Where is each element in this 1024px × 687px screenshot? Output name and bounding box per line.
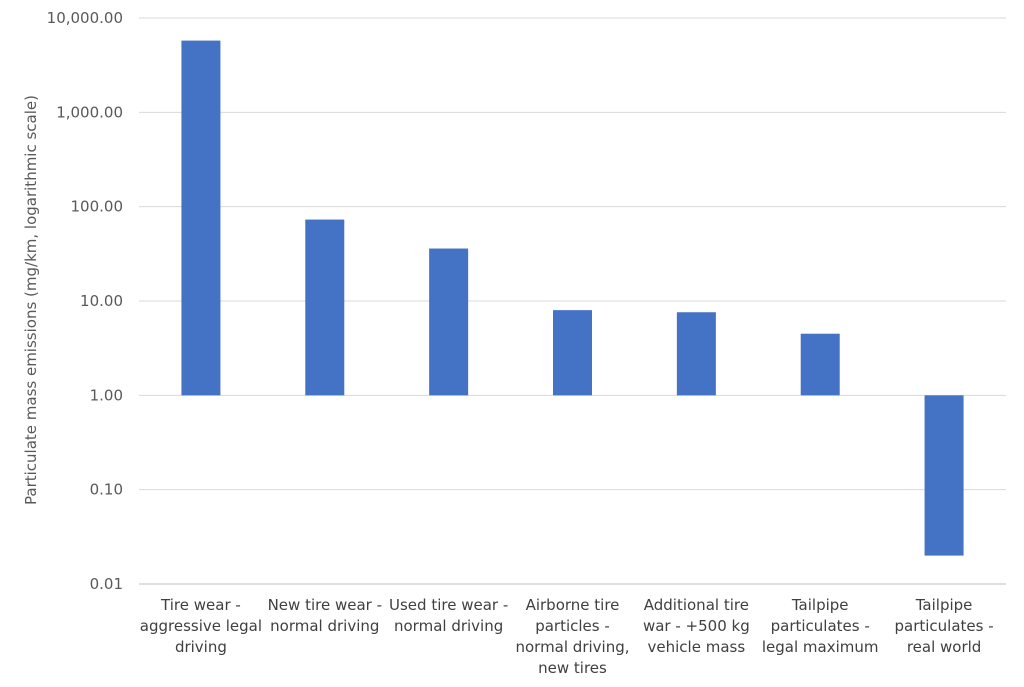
x-category-label-line: particulates - [771, 617, 870, 635]
x-category-label-line: Tailpipe [915, 596, 973, 614]
x-category-label-line: particles - [535, 617, 610, 635]
x-category-label-line: normal driving, [515, 638, 629, 656]
x-category-label-line: Used tire wear - [389, 596, 508, 614]
bar [429, 248, 469, 396]
bar [181, 40, 221, 396]
bar [676, 312, 716, 396]
x-category-label: Tailpipe particulates - legal maximum [762, 596, 879, 656]
y-tick-label: 0.10 [90, 481, 123, 499]
x-category-label-line: Airborne tire [526, 596, 620, 614]
x-category-label: Additional tire war - +500 kg vehicle mass [643, 596, 750, 656]
x-category-label-line: New tire wear - [268, 596, 382, 614]
x-category-label: Used tire wear - normal driving [389, 596, 508, 635]
bar [553, 310, 592, 396]
bar [800, 333, 840, 396]
y-tick-label: 10,000.00 [47, 9, 123, 27]
y-tick-label: 10.00 [80, 292, 123, 310]
x-category-label-line: real world [907, 638, 982, 656]
x-category-label-line: legal maximum [762, 638, 879, 656]
y-tick-label: 1.00 [90, 386, 123, 404]
y-axis-title: Particulate mass emissions (mg/km, logar… [22, 95, 40, 505]
y-tick-label: 1,000.00 [56, 103, 123, 121]
x-category-label-line: war - +500 kg [643, 617, 750, 635]
x-category-label: New tire wear - normal driving [268, 596, 382, 635]
x-category-label-line: particulates - [894, 617, 993, 635]
x-category-label-line: aggressive legal [140, 617, 262, 635]
x-category-label: Tire wear - aggressive legal driving [140, 596, 262, 656]
x-category-label-line: driving [175, 638, 227, 656]
x-category-label: Tailpipe particulates - real world [894, 596, 993, 656]
x-category-label: Airborne tire particles - normal driving, n… [515, 596, 629, 677]
y-tick-label: 0.01 [90, 575, 123, 593]
y-tick-label: 100.00 [71, 198, 124, 216]
x-category-label-line: normal driving [270, 617, 379, 635]
bar [924, 395, 964, 556]
x-category-label-line: Tailpipe [791, 596, 849, 614]
gridlines [139, 17, 1006, 585]
bars [181, 40, 964, 556]
x-category-label-line: Tire wear - [160, 596, 241, 614]
x-category-label-line: normal driving [394, 617, 503, 635]
bar [305, 219, 345, 396]
x-axis-categories: Tire wear - aggressive legal driving New ti… [140, 596, 994, 677]
x-category-label-line: vehicle mass [648, 638, 746, 656]
x-category-label-line: Additional tire [644, 596, 749, 614]
y-axis-ticks: 10,000.00 1,000.00 100.00 10.00 1.00 0.10 0.01 [47, 9, 123, 593]
x-category-label-line: new tires [538, 659, 607, 677]
